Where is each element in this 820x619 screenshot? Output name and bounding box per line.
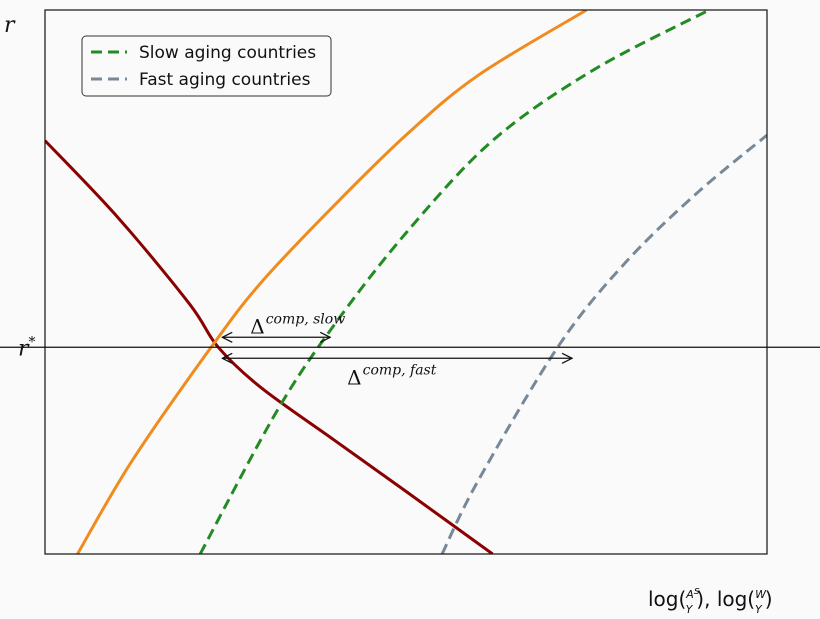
- x-label-part: A: [685, 588, 694, 601]
- y-tick-label-rstar: r*: [18, 334, 36, 361]
- x-label-part: log(: [648, 587, 686, 611]
- delta-superscript: comp, fast: [363, 362, 437, 378]
- delta-superscript: comp, slow: [266, 311, 345, 327]
- delta-symbol: Δ: [347, 365, 361, 389]
- x-label-part: ), log(: [696, 587, 755, 611]
- series-line-3: [440, 133, 767, 554]
- x-label-part: s: [694, 584, 700, 597]
- x-label-part: ): [765, 587, 773, 611]
- x-label-part: W: [755, 588, 767, 601]
- delta-symbol: Δ: [250, 314, 264, 338]
- delta-label-0: Δcomp, slow: [250, 311, 345, 338]
- legend: Slow aging countries Fast aging countrie…: [81, 35, 332, 97]
- legend-label-fast: Fast aging countries: [139, 70, 311, 90]
- series-layer: [45, 10, 767, 554]
- series-line-0: [45, 139, 494, 554]
- rstar-sup: *: [29, 334, 36, 350]
- x-label-part: Y: [755, 603, 763, 616]
- y-axis-label: r: [4, 13, 16, 38]
- legend-label-slow: Slow aging countries: [139, 43, 316, 63]
- x-label-part: Y: [686, 603, 694, 616]
- plot-frame: [44, 9, 768, 555]
- series-line-1: [76, 10, 588, 554]
- series-line-2: [198, 10, 710, 554]
- delta-label-1: Δcomp, fast: [347, 362, 437, 389]
- legend-box: [81, 35, 332, 97]
- plot-area: [45, 10, 767, 554]
- x-axis-label: log(As Y), log(W Y): [648, 584, 773, 616]
- rstar-base: r: [18, 336, 30, 361]
